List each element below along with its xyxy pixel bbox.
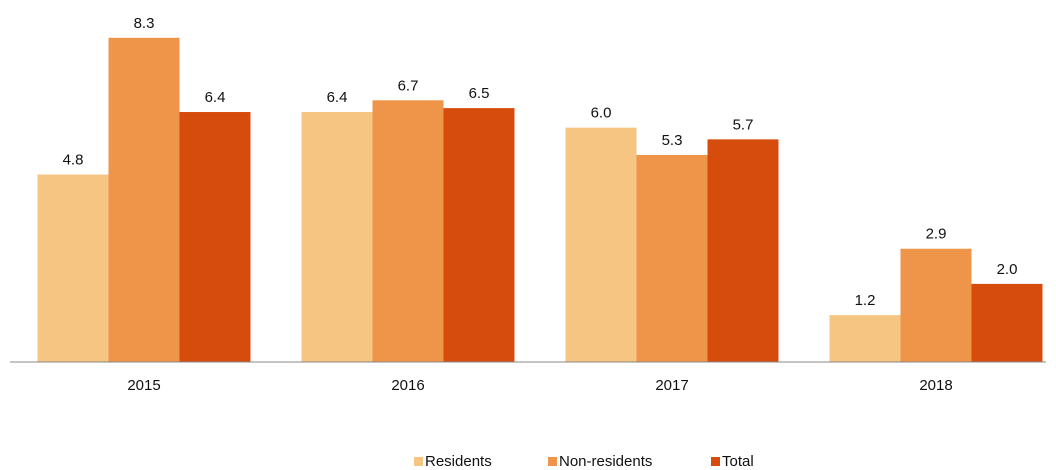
bar xyxy=(971,283,1043,362)
x-tick-label: 2017 xyxy=(655,377,688,394)
data-label: 8.3 xyxy=(134,15,155,32)
bar xyxy=(372,100,444,363)
legend-swatch xyxy=(414,457,423,466)
data-label: 2.0 xyxy=(997,261,1018,278)
bar xyxy=(707,139,779,362)
bar xyxy=(108,37,180,362)
bar xyxy=(37,174,109,362)
legend-label: Residents xyxy=(425,453,492,470)
bar xyxy=(900,248,972,362)
data-label: 1.2 xyxy=(855,292,876,309)
data-label: 6.0 xyxy=(591,105,612,122)
data-label: 2.9 xyxy=(926,226,947,243)
bar xyxy=(179,112,251,362)
data-label: 6.4 xyxy=(205,89,226,106)
legend-label: Non-residents xyxy=(559,453,652,470)
data-label: 4.8 xyxy=(63,151,84,168)
data-label: 5.3 xyxy=(662,132,683,149)
x-tick-label: 2015 xyxy=(127,377,160,394)
bar xyxy=(443,108,515,362)
x-tick-label: 2016 xyxy=(391,377,424,394)
bar xyxy=(301,112,373,362)
legend-label: Total xyxy=(722,453,754,470)
bar xyxy=(636,154,708,362)
data-label: 6.7 xyxy=(398,77,419,94)
data-label: 6.4 xyxy=(327,89,348,106)
legend-swatch xyxy=(548,457,557,466)
legend-swatch xyxy=(711,457,720,466)
bar xyxy=(565,127,637,362)
data-label: 5.7 xyxy=(733,116,754,133)
x-tick-label: 2018 xyxy=(919,377,952,394)
bar xyxy=(829,315,901,362)
data-label: 6.5 xyxy=(469,85,490,102)
